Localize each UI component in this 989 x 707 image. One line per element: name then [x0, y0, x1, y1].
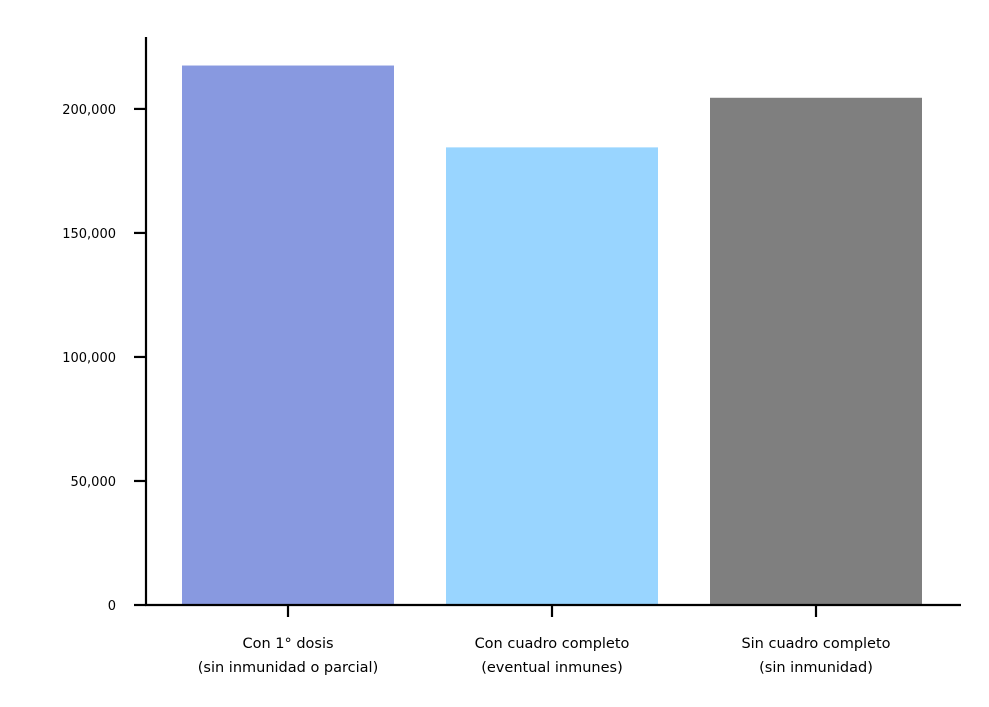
x-tick-label-1-line-1: Con 1° dosis — [242, 636, 333, 652]
x-tick-label-2-line-2: (eventual inmunes) — [481, 660, 623, 676]
bar-3 — [710, 97, 922, 606]
x-tick-label-2-line-1: Con cuadro completo — [475, 636, 630, 652]
y-tick-label-1: 0 — [108, 599, 116, 614]
bar-1 — [182, 65, 394, 605]
y-axis: 0 50,000 100,000 150,000 200,000 — [62, 37, 148, 614]
y-tick-label-5: 200,000 — [62, 103, 116, 118]
y-tick-label-3: 100,000 — [62, 351, 116, 366]
x-tick-label-3-line-2: (sin inmunidad) — [759, 660, 873, 676]
bars-group — [182, 65, 922, 606]
x-tick-label-3-line-1: Sin cuadro completo — [741, 636, 890, 652]
y-tick-label-4: 150,000 — [62, 227, 116, 242]
y-tick-label-2: 50,000 — [71, 475, 117, 490]
bar-2 — [446, 147, 658, 605]
x-tick-label-1-line-2: (sin inmunidad o parcial) — [198, 660, 378, 676]
x-axis: Con 1° dosis (sin inmunidad o parcial) Con… — [145, 603, 961, 676]
